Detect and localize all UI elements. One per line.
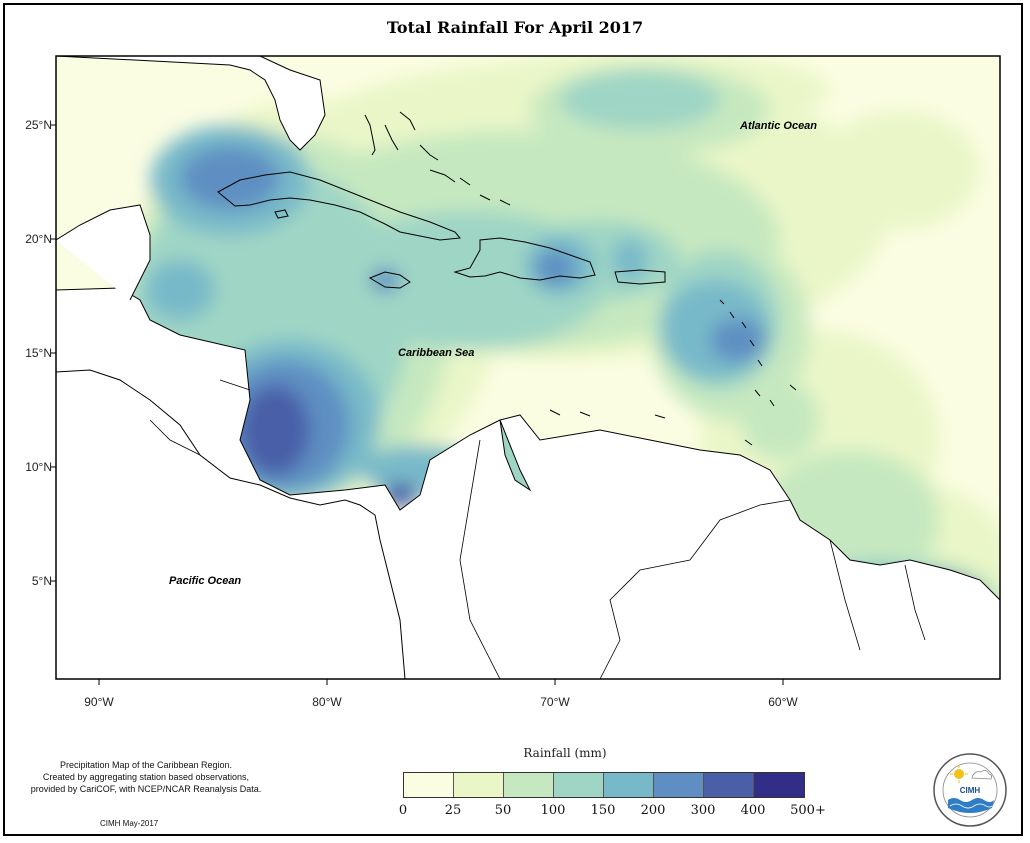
caption-line: Created by aggregating station based obs… [42, 772, 250, 782]
label-caribbean-sea: Caribbean Sea [398, 347, 475, 359]
legend-swatch-50-100 [504, 773, 554, 797]
caption-line: Precipitation Map of the Caribbean Regio… [59, 760, 233, 770]
legend-tick: 400 [740, 803, 766, 818]
lon-label-70w: 70°W [540, 695, 570, 709]
legend-swatch-0-25 [404, 773, 454, 797]
lat-label-25n: 25°N [25, 118, 52, 132]
legend-tick: 500+ [790, 803, 826, 818]
lon-label-80w: 80°W [312, 695, 342, 709]
lat-label-20n: 20°N [25, 232, 52, 246]
legend-tick: 100 [540, 803, 566, 818]
land-masses [56, 56, 1000, 679]
legend-title: Rainfall (mm) [523, 746, 607, 760]
cimh-logo-icon: CIMH [933, 753, 1007, 827]
map-border [55, 55, 1001, 680]
lon-label-90w: 90°W [84, 695, 114, 709]
legend-colorbar [403, 772, 805, 798]
legend-swatch-200-300 [654, 773, 704, 797]
lat-label-15n: 15°N [25, 346, 52, 360]
legend-swatch-300-400 [704, 773, 754, 797]
legend-tick: 300 [690, 803, 716, 818]
lat-label-10n: 10°N [25, 460, 52, 474]
legend-tick: 150 [590, 803, 616, 818]
legend-tick: 200 [640, 803, 666, 818]
island-outlines [217, 111, 797, 446]
map-caption: Precipitation Map of the Caribbean Regio… [6, 759, 286, 795]
legend-tick: 25 [444, 803, 462, 818]
credit-text: CIMH May-2017 [100, 819, 159, 828]
legend-swatch-25-50 [454, 773, 504, 797]
legend-tick: 50 [494, 803, 512, 818]
label-pacific-ocean: Pacific Ocean [169, 575, 242, 587]
lon-label-60w: 60°W [768, 695, 798, 709]
legend-swatch-150-200 [604, 773, 654, 797]
legend-tick: 0 [398, 803, 408, 818]
map-title: Total Rainfall For April 2017 [386, 18, 644, 37]
legend-swatch-400-500 [754, 773, 804, 797]
rainfall-field [56, 56, 1000, 679]
figure-frame [3, 3, 1023, 836]
lat-label-5n: 5°N [31, 574, 52, 588]
legend-swatch-100-150 [554, 773, 604, 797]
label-atlantic-ocean: Atlantic Ocean [740, 120, 818, 132]
caption-line: provided by CariCOF, with NCEP/NCAR Rean… [30, 784, 262, 794]
logo-text: CIMH [960, 786, 981, 795]
